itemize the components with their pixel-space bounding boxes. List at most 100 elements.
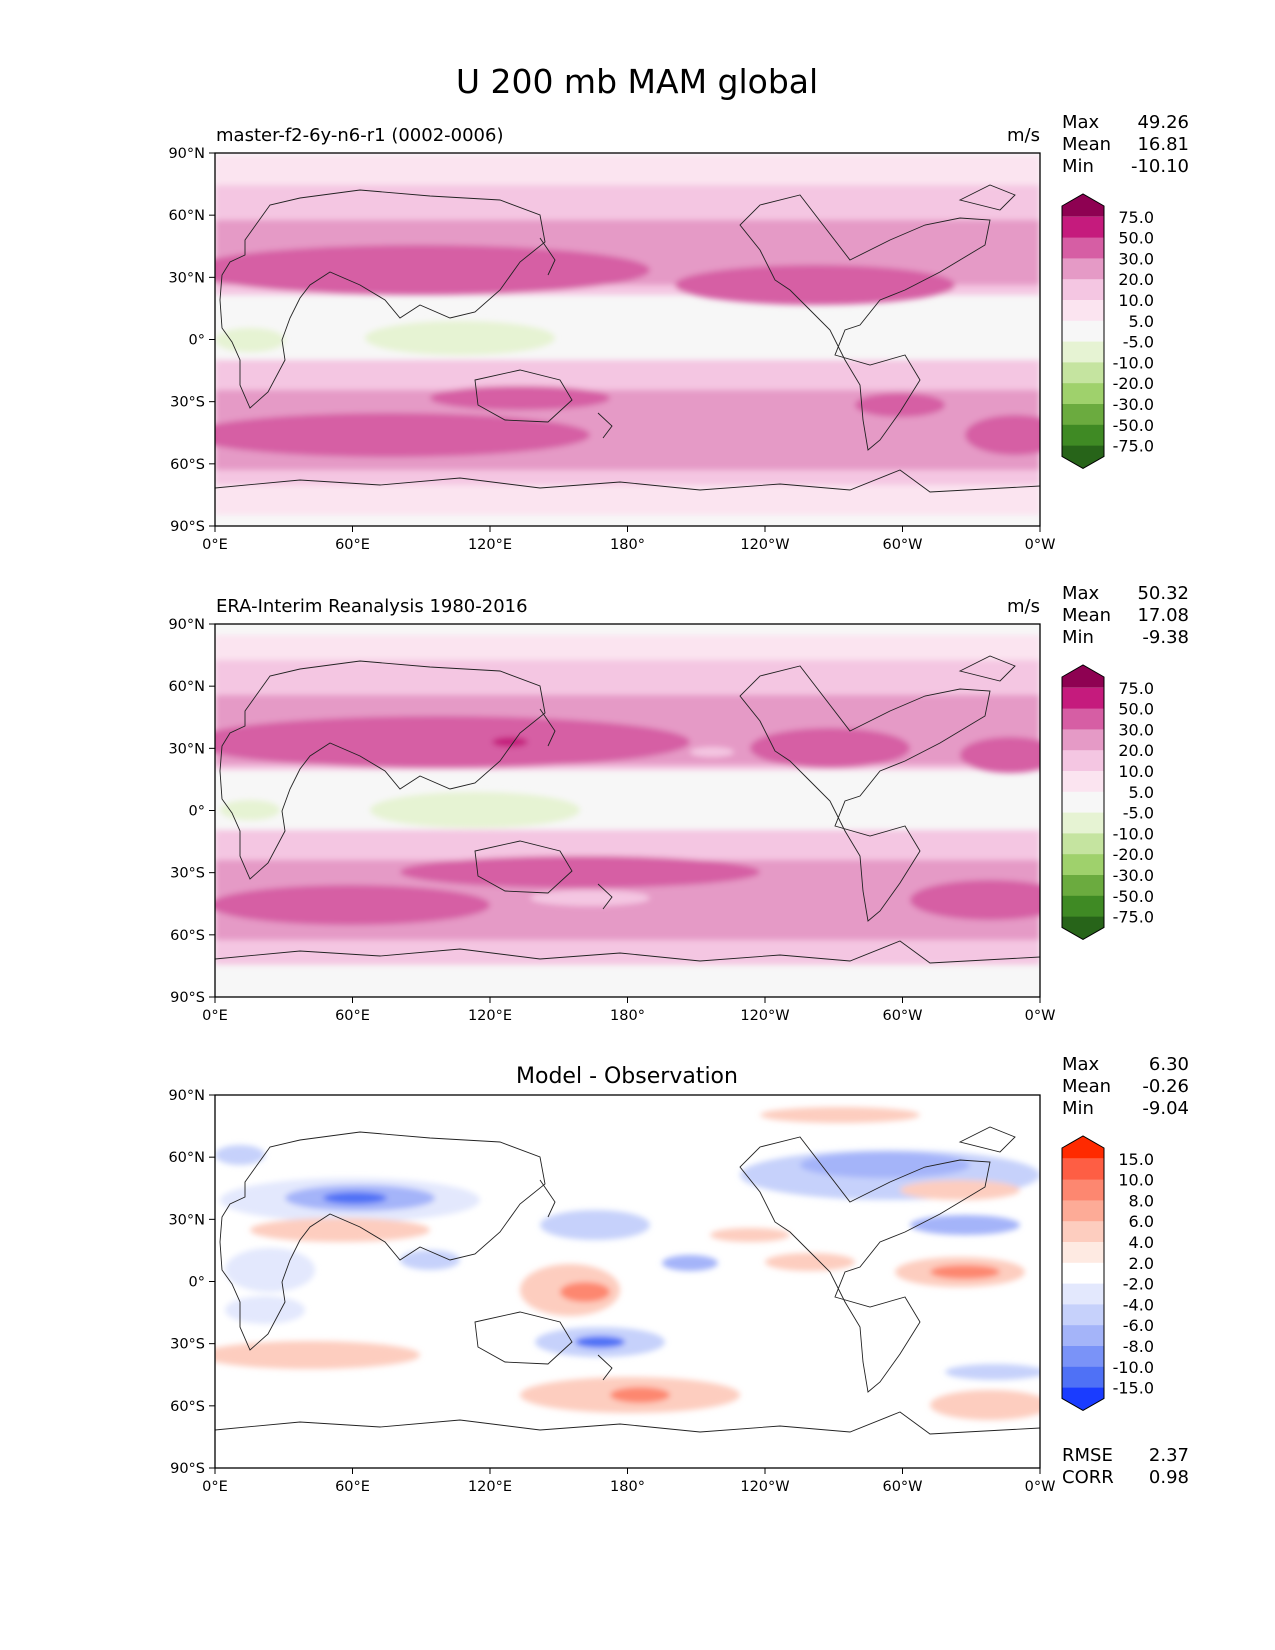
lat-tick-label: 30°S	[170, 1337, 205, 1353]
lon-tick-label: 120°E	[468, 1008, 512, 1024]
colorbar-label: -4.0	[1123, 1295, 1154, 1314]
stat-value: 17.08	[1137, 605, 1189, 626]
colorbar-label: -30.0	[1113, 866, 1154, 885]
panel-units: m/s	[1007, 596, 1040, 617]
lat-tick-label: 90°N	[168, 1088, 205, 1104]
colorbar-swatch	[1062, 445, 1104, 469]
colorbar-swatch	[1062, 1136, 1104, 1159]
colorbar-label: 2.0	[1129, 1254, 1154, 1273]
colorbar: 75.0 50.030.0 20.0 10.0 5.0 -5.0-10.0 -20.0 -30…	[1061, 193, 1154, 469]
coastlines	[215, 184, 1040, 493]
colorbar-swatch	[1062, 424, 1104, 447]
map-field	[215, 1095, 1040, 1468]
colorbar-swatch	[1062, 1366, 1104, 1389]
lon-tick-label: 60°W	[882, 1479, 922, 1495]
colorbar-swatch	[1062, 1221, 1104, 1243]
colorbar-label: -5.0	[1123, 804, 1154, 823]
lat-tick-label: 60°N	[168, 679, 205, 695]
stats-block: Max 6.30 Mean -0.26 Min -9.04	[1062, 1054, 1189, 1119]
colorbar-swatch	[1062, 750, 1104, 772]
lat-tick-label: 30°N	[168, 741, 205, 757]
panel-difference: Model - Observation	[168, 1054, 1189, 1495]
colorbar-swatch	[1062, 895, 1104, 918]
colorbar-label: -6.0	[1123, 1316, 1154, 1335]
colorbar-swatch	[1062, 258, 1104, 280]
colorbar-label: -20.0	[1113, 845, 1154, 864]
lon-tick-label: 180°	[610, 537, 645, 553]
colorbar-label: -75.0	[1113, 437, 1154, 456]
lon-tick-label: 180°	[610, 1008, 645, 1024]
lat-tick-label: 60°S	[170, 457, 205, 473]
colorbar-swatch	[1062, 812, 1104, 834]
colorbar-swatch	[1062, 1158, 1104, 1181]
stat-label: Max	[1062, 1054, 1100, 1075]
lon-tick-label: 60°W	[882, 1008, 922, 1024]
colorbar-label: -50.0	[1113, 416, 1154, 435]
stat-label: Mean	[1062, 1076, 1111, 1097]
metric-label: RMSE	[1062, 1445, 1113, 1466]
figure-title: U 200 mb MAM global	[456, 62, 818, 101]
colorbar-swatch	[1062, 1200, 1104, 1222]
colorbar-swatch	[1062, 300, 1104, 322]
colorbar-label: 75.0	[1118, 208, 1154, 227]
lat-tick-label: 30°N	[168, 270, 205, 286]
lon-tick-label: 120°E	[468, 1479, 512, 1495]
colorbar-label: 30.0	[1118, 249, 1154, 268]
colorbar-swatch	[1062, 708, 1104, 730]
lon-tick-label: 180°	[610, 1479, 645, 1495]
colorbar-swatch	[1062, 1304, 1104, 1326]
colorbar-label: 50.0	[1118, 229, 1154, 248]
metrics-block: RMSE 2.37 CORR 0.98	[1062, 1445, 1189, 1488]
colorbar-swatch	[1062, 320, 1104, 343]
colorbar-swatch	[1062, 665, 1104, 688]
colorbar-label: 5.0	[1129, 783, 1154, 802]
lon-tick-label: 120°E	[468, 537, 512, 553]
colorbar-outline	[1061, 1135, 1105, 1411]
colorbar-swatch	[1062, 1387, 1104, 1411]
lat-tick-label: 30°N	[168, 1212, 205, 1228]
stat-label: Min	[1062, 627, 1094, 648]
colorbar-label: -10.0	[1113, 824, 1154, 843]
colorbar-label: -75.0	[1113, 908, 1154, 927]
stat-label: Mean	[1062, 605, 1111, 626]
colorbar-swatch	[1062, 237, 1104, 259]
panel-units: m/s	[1007, 125, 1040, 146]
colorbar-swatch	[1062, 854, 1104, 876]
lat-tick-label: 90°N	[168, 146, 205, 162]
colorbar-label: 20.0	[1118, 270, 1154, 289]
colorbar-swatch	[1062, 1179, 1104, 1201]
colorbar-label: 6.0	[1129, 1212, 1154, 1231]
colorbar-swatch	[1062, 404, 1104, 426]
lat-tick-label: 90°S	[170, 1461, 205, 1477]
panel-model: master-f2-6y-n6-r1 (0002-0006) m/s	[168, 112, 1189, 553]
colorbar-label: -10.0	[1113, 1358, 1154, 1377]
stat-label: Min	[1062, 156, 1094, 177]
colorbar-swatch	[1062, 1262, 1104, 1285]
colorbar-swatch	[1062, 687, 1104, 710]
lon-tick-label: 0°E	[202, 537, 228, 553]
lat-tick-label: 90°S	[170, 519, 205, 535]
lat-tick-label: 30°S	[170, 866, 205, 882]
colorbar-label: -15.0	[1113, 1379, 1154, 1398]
lat-tick-label: 60°S	[170, 928, 205, 944]
stat-value: -9.04	[1142, 1098, 1189, 1119]
lat-tick-label: 60°N	[168, 1150, 205, 1166]
colorbar-label: -10.0	[1113, 353, 1154, 372]
colorbar-label: 75.0	[1118, 679, 1154, 698]
colorbar-swatch	[1062, 1242, 1104, 1264]
lat-tick-label: 0°	[189, 333, 205, 349]
lat-tick-label: 60°N	[168, 208, 205, 224]
colorbar-swatch	[1062, 1346, 1104, 1368]
stats-block: Max 50.32 Mean 17.08 Min -9.38	[1062, 583, 1189, 648]
stat-value: -9.38	[1142, 627, 1189, 648]
stat-value: -10.10	[1131, 156, 1189, 177]
colorbar-label: -30.0	[1113, 395, 1154, 414]
colorbar-swatch	[1062, 916, 1104, 940]
panel-observation: ERA-Interim Reanalysis 1980-2016 m/s	[168, 583, 1189, 1024]
stat-label: Mean	[1062, 134, 1111, 155]
colorbar-label: 50.0	[1118, 700, 1154, 719]
colorbar-swatch	[1062, 833, 1104, 855]
colorbar: 75.0 50.030.0 20.0 10.0 5.0 -5.0-10.0 -20.0 -30…	[1061, 664, 1154, 940]
colorbar-swatch	[1062, 875, 1104, 897]
